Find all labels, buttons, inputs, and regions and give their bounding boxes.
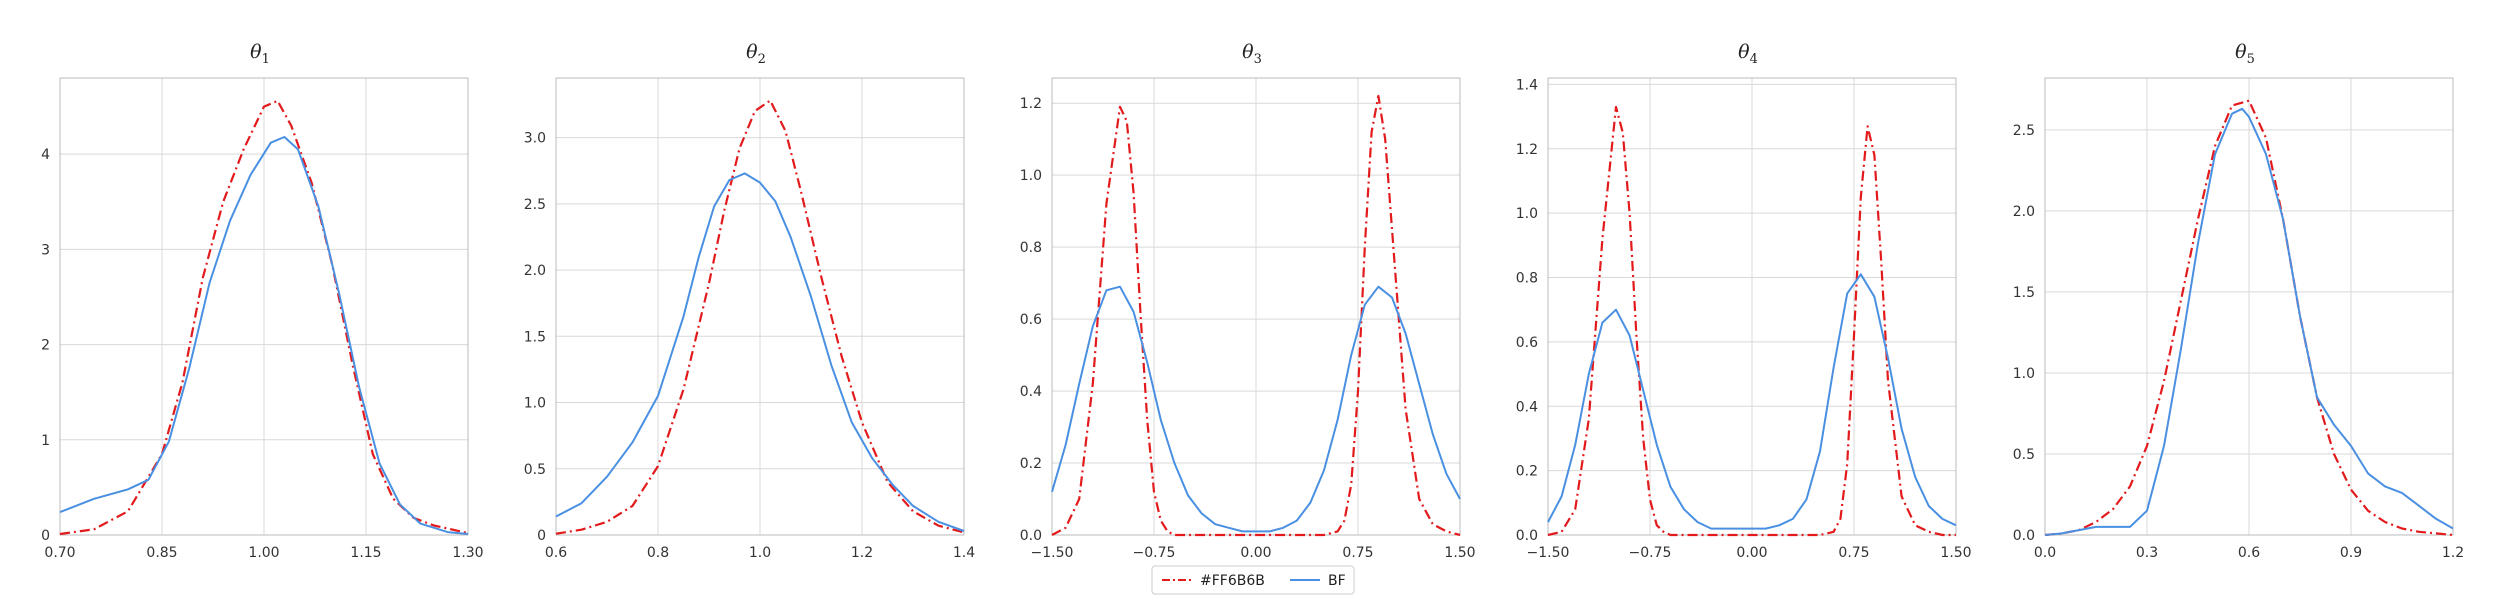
x-tick-label: 1.4 <box>953 545 975 561</box>
y-tick-label: 1.2 <box>1020 96 1042 112</box>
x-tick-label: 0.6 <box>2238 545 2260 561</box>
subplot-title: θ3 <box>1242 41 1262 67</box>
x-tick-label: 1.50 <box>1444 545 1475 561</box>
x-tick-label: 1.30 <box>452 545 483 561</box>
subplot-2: 0.6 0.8 1.0 1.2 1.4 0 0.5 1.0 1.5 2.0 2.5 3.0 θ2 <box>524 41 975 561</box>
y-tick-label: 0 <box>537 528 546 544</box>
y-tick-label: 0.0 <box>1516 528 1538 544</box>
x-tick-label: −1.50 <box>1527 545 1570 561</box>
series-line-bf <box>1547 273 1957 530</box>
series-line-bf <box>2044 107 2454 536</box>
y-tick-label: 2.5 <box>524 197 546 213</box>
subplot-title-subscript: 2 <box>758 52 766 67</box>
y-tick-label: 2.0 <box>524 263 546 279</box>
y-tick-label: 0.0 <box>2013 528 2035 544</box>
series-line-red-dashdot <box>2044 99 2454 537</box>
legend-label-series-2: BF <box>1328 573 1346 589</box>
x-tick-label: 0.00 <box>1736 545 1767 561</box>
x-tick-label: 0.8 <box>647 545 669 561</box>
x-tick-label: 1.00 <box>248 545 279 561</box>
subplot-title: θ5 <box>2235 41 2255 67</box>
y-tick-label: 1.0 <box>524 396 546 412</box>
y-tick-label: 2.0 <box>2013 204 2035 220</box>
y-tick-label: 0.2 <box>1516 464 1538 480</box>
y-tick-label: 1 <box>41 433 50 449</box>
x-tick-label: 1.2 <box>2442 545 2464 561</box>
y-tick-label: 3.0 <box>524 131 546 147</box>
plot-frame <box>2044 77 2454 536</box>
series-line-bf <box>59 136 469 535</box>
y-tick-label: 2 <box>41 338 50 354</box>
x-tick-label: 0.3 <box>2136 545 2158 561</box>
y-tick-label: 1.4 <box>1516 77 1538 93</box>
subplot-3: −1.50 −0.75 0.00 0.75 1.50 0.0 0.2 0.4 0.6 0.8 1.0… <box>1020 41 1476 561</box>
series-line-bf <box>555 172 965 532</box>
y-tick-label: 1.0 <box>2013 366 2035 382</box>
x-tick-label: −0.75 <box>1629 545 1672 561</box>
subplot-title: θ4 <box>1738 41 1758 67</box>
y-tick-label: 0.8 <box>1516 271 1538 287</box>
x-tick-label: 0.6 <box>545 545 567 561</box>
y-tick-label: 0.4 <box>1516 399 1538 415</box>
y-tick-label: 1.0 <box>1516 206 1538 222</box>
y-tick-label: 3 <box>41 242 50 258</box>
y-tick-label: 0.5 <box>2013 447 2035 463</box>
y-tick-label: 0.2 <box>1020 456 1042 472</box>
y-tick-label: 0 <box>41 528 50 544</box>
x-tick-label: −1.50 <box>1031 545 1074 561</box>
subplot-title-subscript: 5 <box>2247 52 2255 67</box>
subplot-title: θ1 <box>250 41 270 67</box>
y-tick-label: 0.5 <box>524 462 546 478</box>
x-tick-label: 0.75 <box>1342 545 1373 561</box>
x-tick-label: 1.2 <box>851 545 873 561</box>
x-tick-label: 0.9 <box>2340 545 2362 561</box>
y-tick-label: 0.6 <box>1020 312 1042 328</box>
x-tick-label: 1.0 <box>749 545 771 561</box>
series-line-red-dashdot <box>1547 105 1956 537</box>
x-tick-label: 0.75 <box>1838 545 1869 561</box>
legend: #FF6B6B BF <box>1151 565 1355 595</box>
y-tick-label: 4 <box>41 147 50 163</box>
y-tick-label: 1.2 <box>1516 142 1538 158</box>
x-tick-label: 0.85 <box>146 545 177 561</box>
subplot-5: 0.0 0.3 0.6 0.9 1.2 0.0 0.5 1.0 1.5 2.0 2.5 θ5 <box>2013 41 2464 561</box>
subplot-1: 0.70 0.85 1.00 1.15 1.30 0 1 2 3 4 θ1 <box>41 41 484 561</box>
legend-label-series-1: #FF6B6B <box>1200 573 1265 589</box>
y-tick-label: 1.5 <box>524 329 546 345</box>
y-tick-label: 2.5 <box>2013 123 2035 139</box>
y-tick-label: 0.4 <box>1020 384 1042 400</box>
y-tick-label: 1.5 <box>2013 285 2035 301</box>
x-tick-label: 0.00 <box>1240 545 1271 561</box>
y-tick-label: 1.0 <box>1020 168 1042 184</box>
x-tick-label: 1.50 <box>1940 545 1971 561</box>
subplot-4: −1.50 −0.75 0.00 0.75 1.50 0.0 0.2 0.4 0.6 0.8 1.0… <box>1516 41 1972 561</box>
y-tick-label: 0.0 <box>1020 528 1042 544</box>
x-tick-label: 0.0 <box>2034 545 2056 561</box>
legend-frame <box>1151 565 1355 595</box>
plot-frame <box>555 77 965 536</box>
series-line-red-dashdot <box>1051 94 1461 537</box>
subplot-title: θ2 <box>746 41 766 67</box>
x-tick-label: 0.70 <box>44 545 75 561</box>
x-tick-label: 1.15 <box>350 545 381 561</box>
subplot-title-subscript: 4 <box>1750 52 1758 67</box>
y-tick-label: 0.6 <box>1516 335 1538 351</box>
plot-frame <box>59 77 469 536</box>
subplot-title-subscript: 1 <box>262 52 270 67</box>
x-tick-label: −0.75 <box>1133 545 1176 561</box>
y-tick-label: 0.8 <box>1020 240 1042 256</box>
subplot-title-subscript: 3 <box>1254 52 1262 67</box>
series-line-bf <box>1051 285 1461 533</box>
